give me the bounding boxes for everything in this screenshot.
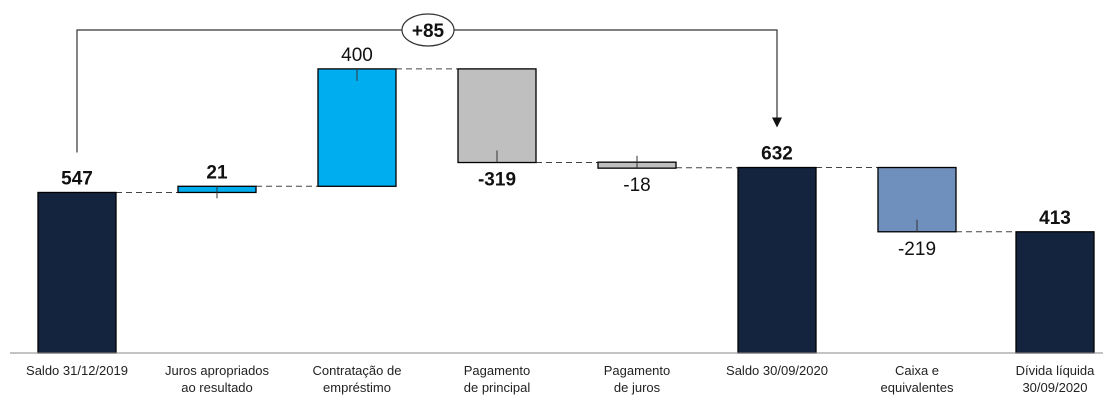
category-label-2: Juros apropriados bbox=[165, 363, 270, 378]
category-label-5: de juros bbox=[614, 380, 661, 395]
annotation-bracket bbox=[76, 29, 778, 153]
value-labels: 547 21 400 -319 -18 632 -219 413 bbox=[61, 45, 1071, 260]
value-label-6: 632 bbox=[761, 144, 793, 165]
value-label-1: 547 bbox=[61, 168, 93, 189]
annotation-arrowhead bbox=[772, 117, 782, 128]
category-label-6: Saldo 30/09/2020 bbox=[726, 363, 828, 378]
annotation-badge bbox=[401, 13, 455, 47]
bar-6 bbox=[737, 166, 817, 354]
bars bbox=[37, 68, 1095, 354]
bar-3 bbox=[317, 68, 397, 187]
category-label-2: ao resultado bbox=[181, 380, 253, 395]
bar-8 bbox=[1015, 231, 1095, 354]
category-label-8: 30/09/2020 bbox=[1022, 380, 1087, 395]
value-label-8: 413 bbox=[1039, 208, 1071, 229]
value-label-4: -319 bbox=[478, 170, 516, 191]
category-labels: Saldo 31/12/2019 Juros apropriados ao resu… bbox=[26, 363, 1095, 395]
category-label-3: Contratação de bbox=[313, 363, 402, 378]
value-label-2: 21 bbox=[206, 162, 228, 183]
bar-ticks bbox=[216, 68, 918, 232]
value-label-5: -18 bbox=[623, 175, 650, 196]
value-label-7: -219 bbox=[898, 239, 936, 260]
category-label-3: empréstimo bbox=[323, 380, 391, 395]
category-label-4: de principal bbox=[464, 380, 531, 395]
bar-1 bbox=[37, 191, 117, 354]
change-annotation: +85 bbox=[76, 13, 782, 153]
annotation-label: +85 bbox=[412, 21, 445, 42]
category-label-7: equivalentes bbox=[881, 380, 954, 395]
bar-4 bbox=[457, 68, 537, 164]
category-label-8: Dívida líquida bbox=[1016, 363, 1096, 378]
category-label-5: Pagamento bbox=[604, 363, 671, 378]
value-label-3: 400 bbox=[341, 45, 373, 66]
connector-lines bbox=[116, 68, 1016, 233]
category-label-4: Pagamento bbox=[464, 363, 531, 378]
category-label-1: Saldo 31/12/2019 bbox=[26, 363, 128, 378]
category-label-7: Caixa e bbox=[895, 363, 939, 378]
